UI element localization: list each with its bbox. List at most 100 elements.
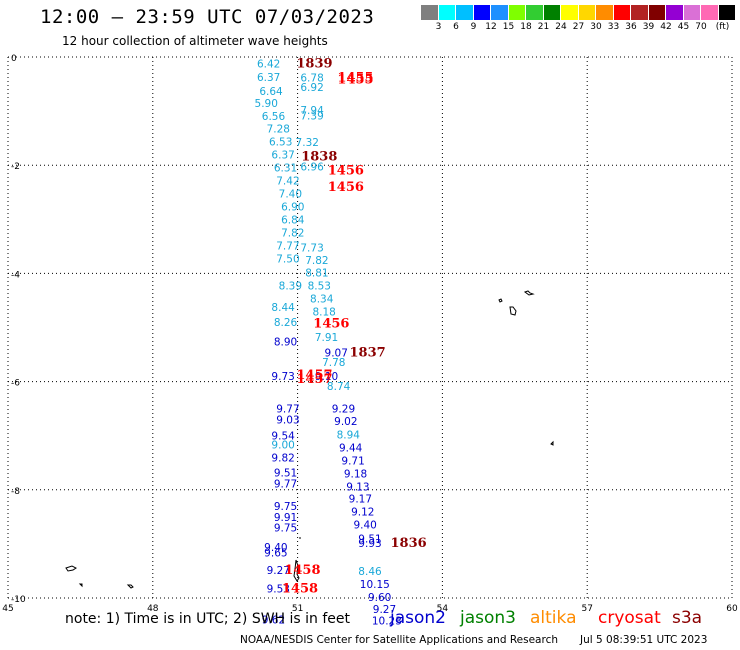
- legend-label: 33: [607, 22, 620, 32]
- orbit-number-label: 1455: [337, 71, 373, 86]
- wave-height-label: 9.00: [271, 439, 294, 451]
- wave-height-label: 9.77: [274, 478, 297, 490]
- satellite-jason2: jason2: [390, 608, 446, 628]
- wave-height-label: 6.96: [300, 161, 324, 173]
- island-west: [65, 565, 77, 572]
- legend-swatch: [543, 5, 561, 20]
- wave-height-label: 6.56: [262, 111, 286, 123]
- wave-height-label: 6.53: [269, 136, 292, 148]
- wave-height-labels: 6.426.376.645.906.567.286.536.376.317.42…: [255, 56, 427, 627]
- wave-height-label: 9.91: [274, 512, 297, 524]
- credit-text: NOAA/NESDIS Center for Satellite Applica…: [240, 634, 558, 646]
- legend-swatch: [438, 5, 456, 20]
- legend-swatch: [701, 5, 719, 20]
- wave-height-label: 7.40: [279, 188, 302, 200]
- wave-height-label: 9.40: [353, 519, 376, 531]
- wave-height-label: 5.90: [255, 98, 278, 110]
- wave-height-label: 6.92: [300, 82, 323, 94]
- legend-swatches: [421, 5, 736, 20]
- units-note: note: 1) Time is in UTC; 2) SWH is in fe…: [65, 611, 351, 627]
- legend-label: 30: [590, 22, 602, 32]
- wave-height-label: 9.82: [271, 452, 294, 464]
- legend-swatch: [596, 5, 614, 20]
- wave-height-label: 9.53: [267, 583, 290, 595]
- wave-height-label: 9.07: [325, 347, 348, 359]
- wave-height-label: 8.18: [312, 306, 335, 318]
- island-center: [293, 537, 301, 582]
- orbit-number-label: 1456: [328, 180, 364, 195]
- legend-label: 9: [470, 22, 477, 32]
- legend-label: 36: [625, 22, 637, 32]
- legend-label: (ft): [715, 22, 730, 32]
- y-tick-label: -4: [11, 270, 20, 280]
- orbit-number-label: 1838: [301, 150, 337, 165]
- wave-height-label: 7.50: [276, 253, 299, 265]
- wave-height-label: 8.46: [358, 566, 382, 578]
- wave-height-label: 9.44: [339, 443, 363, 455]
- wave-height-label: 8.26: [274, 317, 298, 329]
- wave-height-label: 7.28: [267, 123, 290, 135]
- island-small-1: [78, 583, 83, 588]
- wave-height-label: 7.82: [281, 227, 304, 239]
- wave-height-label: 8.34: [310, 293, 334, 305]
- wave-height-label: 7.91: [315, 332, 338, 344]
- satellite-s3a: s3a: [672, 608, 703, 628]
- y-tick-label: 0: [11, 54, 17, 64]
- orbit-number-label: 1455: [337, 73, 373, 88]
- legend-swatch: [578, 5, 596, 20]
- legend-label: 3: [435, 22, 442, 32]
- y-tick-label: -2: [11, 162, 20, 172]
- x-tick-label: 48: [147, 604, 159, 614]
- legend-label: 42: [660, 22, 672, 32]
- wave-height-label: 9.65: [264, 548, 287, 560]
- orbit-number-label: 1839: [296, 56, 332, 71]
- legend-swatch: [508, 5, 526, 20]
- wave-height-label: 7.78: [322, 357, 345, 369]
- wave-height-label: 7.39: [300, 110, 323, 122]
- orbit-number-label: 1456: [313, 317, 349, 332]
- legend-label: 45: [677, 22, 690, 32]
- legend-label: 6: [453, 22, 459, 32]
- legend-swatch: [666, 5, 684, 20]
- wave-height-label: 9.12: [351, 506, 374, 518]
- legend-swatch: [613, 5, 631, 20]
- legend-label: 27: [572, 22, 585, 32]
- wave-height-label: 9.62: [262, 615, 285, 627]
- wave-height-label: 9.17: [349, 493, 372, 505]
- legend-swatch: [473, 5, 491, 20]
- orbit-number-label: 1456: [328, 164, 364, 179]
- wave-height-label: 10.15: [360, 579, 390, 591]
- wave-height-label: 9.51: [274, 467, 297, 479]
- wave-height-label: 8.53: [308, 280, 331, 292]
- legend-label: 24: [555, 22, 567, 32]
- wave-height-label: 9.03: [276, 414, 299, 426]
- y-tick-label: -8: [11, 487, 20, 497]
- legend-swatch: [631, 5, 649, 20]
- wave-height-label: 9.77: [276, 404, 299, 416]
- island-east-2: [523, 290, 535, 296]
- wave-height-label: 9.75: [274, 523, 297, 535]
- legend-label: 15: [502, 22, 515, 32]
- satellite-jason3: jason3: [460, 608, 516, 628]
- wave-height-label: 6.37: [271, 149, 294, 161]
- wave-height-label: 9.54: [271, 431, 295, 443]
- wave-height-label: 6.37: [257, 72, 280, 84]
- wave-height-label: 7.77: [276, 240, 299, 252]
- wave-height-label: 7.32: [296, 137, 319, 149]
- satellite-cryosat: cryosat: [598, 608, 661, 628]
- legend-swatch: [683, 5, 701, 20]
- wave-height-label: 6.90: [281, 201, 304, 213]
- wave-height-label: 9.51: [358, 533, 381, 545]
- legend-label: 39: [642, 22, 655, 32]
- legend-label: 12: [485, 22, 497, 32]
- legend-labels: 3 6 9 12 15 18 21 24 27 30 33 36 39 42 45 70 (ft): [421, 22, 736, 34]
- legend-swatch: [648, 5, 666, 20]
- legend-label: 18: [520, 22, 532, 32]
- wave-height-label: 6.42: [257, 58, 280, 70]
- satellite-altika: altika: [530, 608, 577, 628]
- island-small-2: [126, 584, 134, 589]
- page-title: 12:00 – 23:59 UTC 07/03/2023: [40, 6, 375, 28]
- wave-height-label: 8.81: [305, 267, 328, 279]
- legend-swatch: [491, 5, 509, 20]
- orbit-number-label: 1457: [296, 368, 332, 383]
